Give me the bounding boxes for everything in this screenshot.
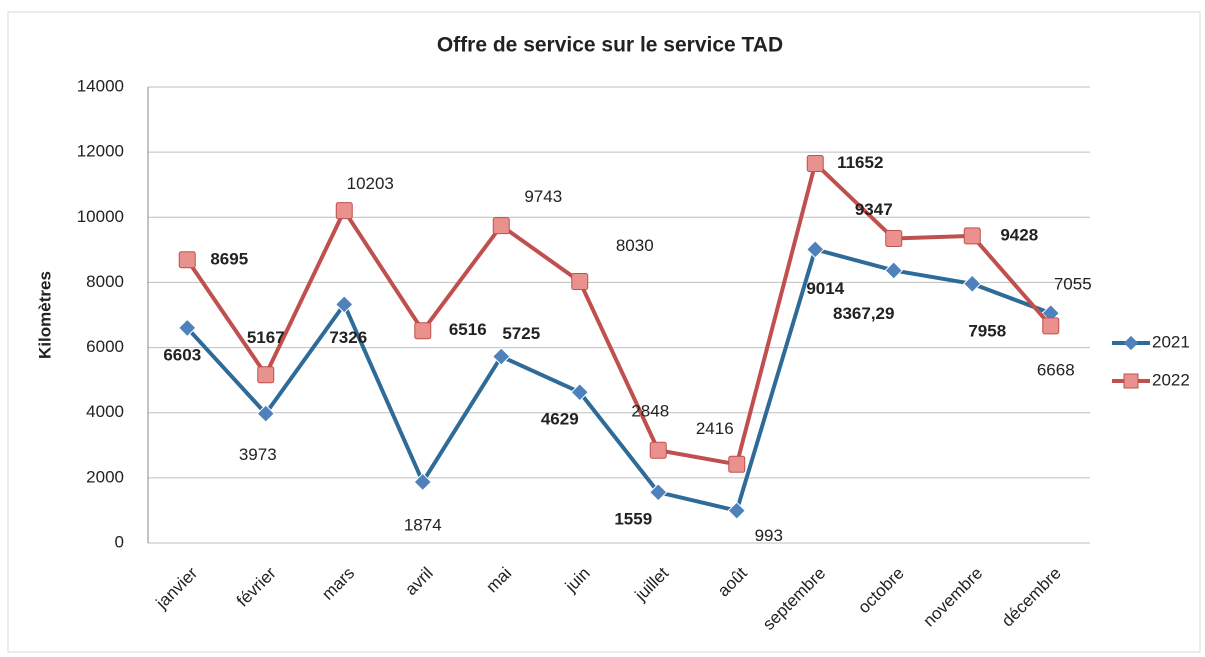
marker — [728, 455, 746, 473]
marker — [414, 322, 432, 340]
data-label: 4629 — [541, 410, 579, 429]
y-tick-label: 14000 — [77, 76, 124, 95]
marker — [649, 441, 667, 459]
legend-label: 2021 — [1152, 332, 1190, 351]
data-label: 7958 — [968, 321, 1006, 340]
data-label: 8695 — [210, 249, 248, 268]
data-label: 8030 — [616, 236, 654, 255]
marker — [413, 472, 432, 492]
data-label: 1559 — [614, 510, 652, 529]
y-tick-label: 4000 — [86, 402, 124, 421]
data-label: 7326 — [329, 328, 367, 347]
data-label: 10203 — [347, 174, 394, 193]
y-tick-label: 8000 — [86, 272, 124, 291]
marker — [492, 347, 511, 366]
y-tick-label: 10000 — [77, 207, 124, 226]
y-tick-label: 12000 — [77, 142, 124, 161]
marker — [178, 251, 196, 269]
data-label: 2848 — [631, 402, 669, 421]
marker — [335, 202, 353, 220]
data-label: 8367,29 — [833, 304, 894, 323]
data-label: 11652 — [837, 153, 883, 172]
data-label: 7055 — [1054, 275, 1092, 294]
data-label: 9014 — [806, 279, 844, 298]
data-label: 6603 — [163, 345, 201, 364]
data-label: 6668 — [1037, 360, 1075, 379]
data-label: 9347 — [855, 200, 893, 219]
data-label: 1874 — [404, 515, 442, 534]
marker — [649, 483, 668, 502]
marker — [335, 295, 354, 314]
y-tick-label: 2000 — [86, 467, 124, 486]
marker — [885, 230, 903, 248]
chart-title: Offre de service sur le service TAD — [437, 34, 783, 57]
marker — [727, 501, 746, 520]
marker — [806, 154, 824, 172]
data-label: 5167 — [247, 328, 285, 347]
series-line — [185, 247, 1052, 513]
marker — [1042, 317, 1060, 335]
marker — [963, 274, 982, 293]
data-label: 5725 — [502, 324, 540, 343]
data-label: 3973 — [239, 445, 277, 464]
marker — [492, 217, 510, 235]
marker — [963, 227, 981, 245]
marker — [178, 318, 197, 338]
legend-marker — [1123, 373, 1139, 389]
data-label: 2416 — [696, 419, 734, 438]
y-tick-label: 6000 — [86, 337, 124, 356]
marker — [806, 240, 825, 259]
marker — [571, 272, 589, 290]
legend-marker — [1123, 335, 1139, 351]
data-label: 9428 — [1000, 225, 1038, 244]
marker — [884, 261, 903, 280]
marker — [257, 366, 275, 384]
y-tick-label: 0 — [115, 532, 124, 551]
marker — [256, 404, 275, 423]
data-label: 6516 — [449, 320, 487, 339]
legend-label: 2022 — [1152, 370, 1190, 389]
data-label: 993 — [755, 526, 783, 545]
y-axis-label: Kilomètres — [35, 271, 54, 359]
marker — [570, 383, 589, 402]
series-line — [185, 161, 1053, 467]
data-label: 9743 — [524, 187, 562, 206]
